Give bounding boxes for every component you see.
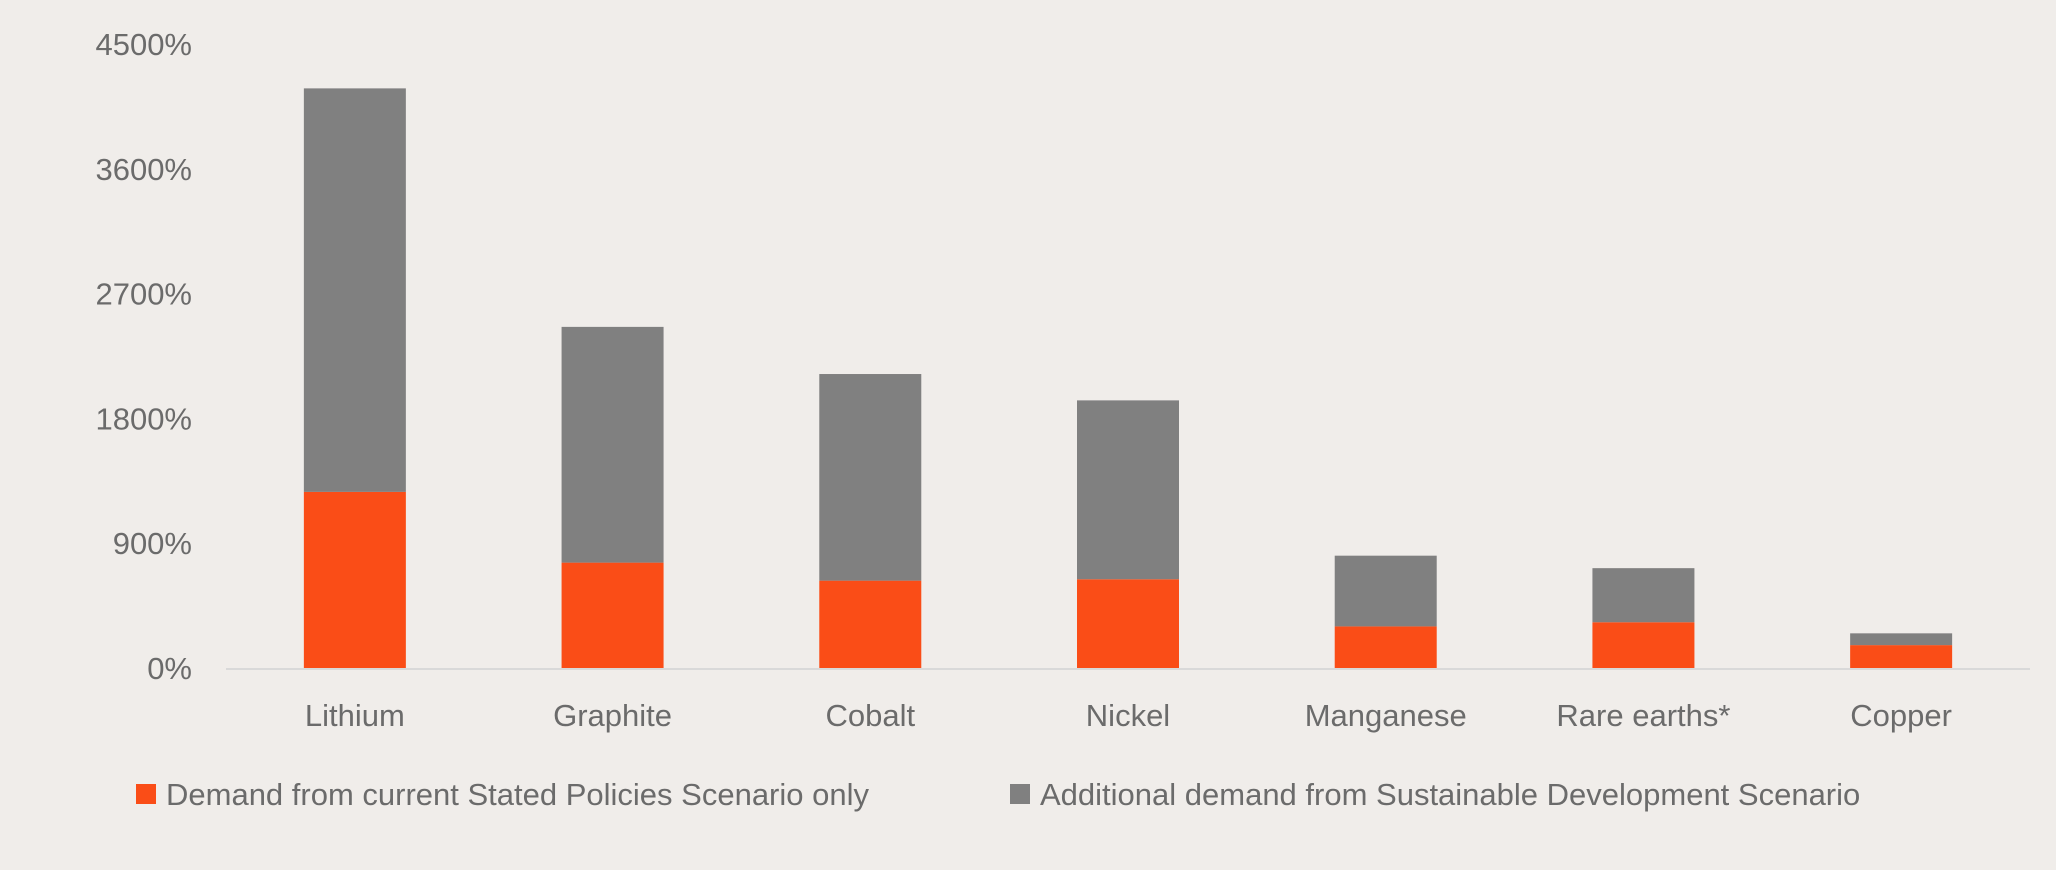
bar-segment-stated-policies — [819, 580, 922, 668]
bar-segment-sustainable-development — [1850, 633, 1953, 646]
bar-segment-sustainable-development — [303, 88, 406, 492]
x-tick-label: Copper — [1850, 698, 1952, 733]
bar-segment-sustainable-development — [1334, 555, 1437, 627]
x-tick-label: Rare earths* — [1556, 698, 1730, 733]
x-tick-label: Lithium — [305, 698, 405, 733]
y-tick-label: 1800% — [95, 401, 192, 436]
bar-segment-sustainable-development — [1592, 568, 1695, 623]
x-axis-labels: Lithium Graphite Cobalt Nickel Manganese Rare… — [305, 698, 1952, 733]
y-tick-label: 2700% — [95, 277, 192, 312]
bars — [303, 88, 1953, 668]
legend-swatch — [1010, 784, 1030, 804]
y-axis-ticks: 0% 900% 1800% 2700% 3600% 4500% — [95, 27, 192, 686]
bar-segment-sustainable-development — [561, 326, 664, 563]
legend: Demand from current Stated Policies Scen… — [136, 777, 1860, 812]
y-tick-label: 3600% — [95, 152, 192, 187]
bar-segment-stated-policies — [1850, 645, 1953, 668]
y-tick-label: 900% — [113, 526, 192, 561]
x-tick-label: Nickel — [1086, 698, 1170, 733]
legend-item: Demand from current Stated Policies Scen… — [136, 777, 869, 812]
x-tick-label: Cobalt — [825, 698, 915, 733]
legend-label: Demand from current Stated Policies Scen… — [166, 777, 869, 812]
bar-segment-sustainable-development — [1077, 400, 1179, 580]
bar-segment-stated-policies — [1077, 579, 1179, 668]
bar-segment-stated-policies — [303, 491, 406, 668]
bar-segment-stated-policies — [1334, 626, 1437, 668]
y-tick-label: 0% — [147, 651, 192, 686]
bar-segment-stated-policies — [1592, 622, 1695, 668]
x-tick-label: Manganese — [1305, 698, 1467, 733]
legend-swatch — [136, 784, 156, 804]
bar-segment-stated-policies — [561, 562, 664, 668]
x-tick-label: Graphite — [553, 698, 672, 733]
legend-label: Additional demand from Sustainable Devel… — [1040, 777, 1860, 812]
legend-item: Additional demand from Sustainable Devel… — [1010, 777, 1860, 812]
bar-segment-sustainable-development — [819, 374, 922, 581]
y-tick-label: 4500% — [95, 27, 192, 62]
